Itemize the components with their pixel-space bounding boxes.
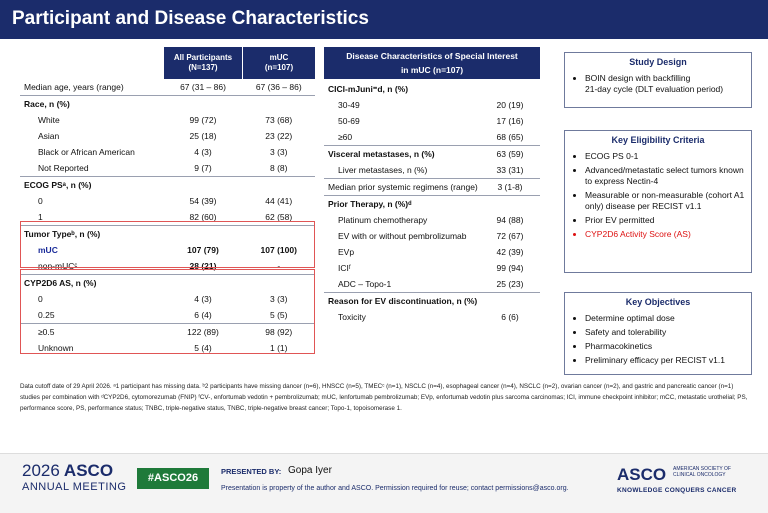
table-row: Reason for EV discontinuation, n (%) <box>324 292 540 309</box>
table-row: EVp 42 (39) <box>338 247 524 257</box>
table-row: Median age, years (range) 67 (31 – 86) 6… <box>24 82 302 92</box>
list-item: Pharmacokinetics <box>585 341 751 352</box>
presenter-name: Gopa Iyer <box>288 465 332 476</box>
table-row: White 99 (72) 73 (68) <box>38 115 293 125</box>
table-row: Median prior systemic regimens (range) 3 … <box>324 178 540 196</box>
table-row: Black or African American 4 (3) 3 (3) <box>38 147 288 157</box>
permission-notice: Presentation is property of the author a… <box>221 485 569 492</box>
table-row: 50-69 17 (16) <box>338 116 524 126</box>
list-item: CYP2D6 Activity Score (AS) <box>585 229 751 240</box>
table-row: non-mUCᶜ 28 (21) - <box>38 261 281 271</box>
table-corner <box>20 47 164 79</box>
title-bar: Participant and Disease Characteristics <box>0 0 768 39</box>
column-header-muc: mUC (n=107) <box>242 47 315 79</box>
presented-by-label: PRESENTED BY: <box>221 467 282 476</box>
table-row: 0.25 6 (4) 5 (5) <box>38 310 288 320</box>
eligibility-box: Key Eligibility Criteria ECOG PS 0-1 Adv… <box>564 130 752 273</box>
asco-logo: ASCO <box>617 465 667 484</box>
tumor-type-highlight <box>20 221 315 268</box>
table-row: Not Reported 9 (7) 8 (8) <box>38 163 288 173</box>
objectives-title: Key Objectives <box>625 297 691 307</box>
table-row: ≥0.5 122 (89) 98 (92) <box>20 323 315 340</box>
disease-table-header: Disease Characteristics of Special Inter… <box>324 47 540 79</box>
table-row: Unknown 5 (4) 1 (1) <box>38 343 288 353</box>
study-design-box: Study Design BOIN design with backfillin… <box>564 52 752 108</box>
table-row: Toxicity 6 (6) <box>338 312 519 322</box>
table-row: CICI-mJuni⁼d, n (%) <box>328 83 409 94</box>
meeting-logo: 2026 ASCO <box>22 461 114 480</box>
footer-bar <box>0 453 768 513</box>
column-header-all: All Participants (N=137) <box>163 47 243 79</box>
objectives-box: Key Objectives Determine optimal dose Sa… <box>564 292 752 375</box>
table-row: Race, n (%) <box>20 95 315 112</box>
study-design-title: Study Design <box>629 57 687 67</box>
list-item: Preliminary efficacy per RECIST v1.1 <box>585 355 751 366</box>
list-item: BOIN design with backfilling 21-day cycl… <box>585 73 751 95</box>
table-row: Asian 25 (18) 23 (22) <box>38 131 293 141</box>
asco-logo-subtitle: KNOWLEDGE CONQUERS CANCER <box>617 487 737 494</box>
list-item: ECOG PS 0-1 <box>585 151 751 162</box>
table-row: ICIᶠ 99 (94) <box>338 263 524 273</box>
list-item: Advanced/metastatic select tumors known … <box>585 165 751 187</box>
list-item: Determine optimal dose <box>585 313 751 324</box>
table-row: Liver metastases, n (%) 33 (31) <box>338 165 524 175</box>
table-row: Prior Therapy, n (%)ᵈ <box>324 195 540 212</box>
table-row: 1 82 (60) 62 (58) <box>38 212 293 222</box>
hashtag-badge: #ASCO26 <box>137 468 209 489</box>
table-row: 30-49 20 (19) <box>338 100 524 110</box>
table-row: 0 54 (39) 44 (41) <box>38 196 293 206</box>
table-row: ≥60 68 (65) <box>338 132 524 142</box>
annual-meeting-label: ANNUAL MEETING <box>22 481 127 493</box>
page-title: Participant and Disease Characteristics <box>12 8 369 29</box>
asco-logo-tagline: AMERICAN SOCIETY OF CLINICAL ONCOLOGY <box>673 466 731 478</box>
table-row: mUC 107 (79) 107 (100) <box>38 245 297 255</box>
table-row: Platinum chemotherapy 94 (88) <box>338 215 524 225</box>
table-row: 0 4 (3) 3 (3) <box>38 294 288 304</box>
table-row: Visceral metastases, n (%) 63 (59) <box>324 145 540 162</box>
disease-table: CICI-mJuni⁼d, n (%) 30-49 20 (19) 50-69 17… <box>324 81 540 325</box>
table-row: CYP2D6 AS, n (%) <box>20 274 315 291</box>
table-row: EV with or without pembrolizumab 72 (67) <box>338 231 524 241</box>
list-item: Safety and tolerability <box>585 327 751 338</box>
list-item: Measurable or non-measurable (cohort A1 … <box>585 190 751 212</box>
cyp2d6-highlight <box>20 269 315 354</box>
table-row: ADC – Topo-1 25 (23) <box>338 279 524 289</box>
table-row: ECOG PSᵃ, n (%) <box>20 176 315 193</box>
table-row: Tumor Typeᵇ, n (%) <box>20 225 315 242</box>
list-item: Prior EV permitted <box>585 215 751 226</box>
footnote: Data cutoff date of 29 April 2026. ᵃ1 pa… <box>20 383 748 412</box>
participant-table: All Participants (N=137) mUC (n=107) Med… <box>20 47 315 356</box>
eligibility-title: Key Eligibility Criteria <box>611 135 705 145</box>
